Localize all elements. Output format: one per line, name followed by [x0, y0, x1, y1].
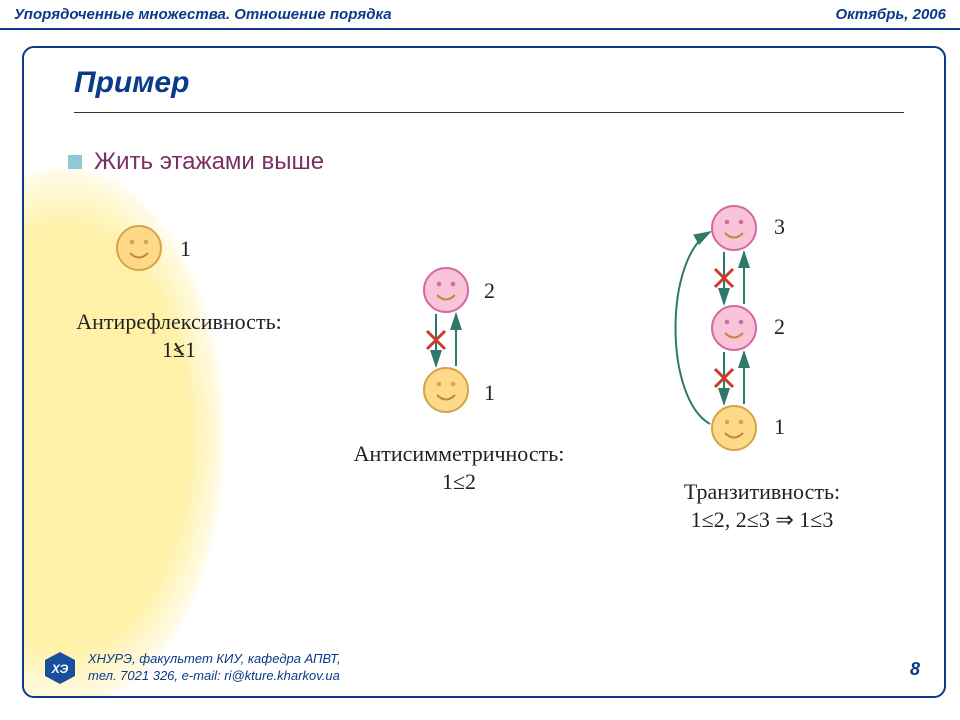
header-left: Упорядоченные множества. Отношение поряд…: [14, 6, 392, 23]
footer-line1: ХНУРЭ, факультет КИУ, кафедра АПВТ,: [88, 651, 341, 668]
antisym-line1: Антисимметричность:: [329, 440, 589, 468]
antisym-caption: Антисимметричность: 1≤2: [329, 440, 589, 495]
slide-title: Пример: [74, 66, 189, 100]
logo-icon: ХЭ: [42, 650, 78, 686]
antireflex-line2: 1≤1: [64, 336, 294, 364]
footer-text: ХНУРЭ, факультет КИУ, кафедра АПВТ, тел.…: [88, 651, 341, 685]
antireflex-caption: Антирефлексивность: 1≤1: [64, 308, 294, 363]
trans-label-1: 1: [774, 414, 785, 440]
trans-label-3: 3: [774, 214, 785, 240]
trans-line2: 1≤2, 2≤3 ⇒ 1≤3: [632, 506, 892, 534]
page-number: 8: [910, 659, 920, 680]
header-bar: Упорядоченные множества. Отношение поряд…: [0, 0, 960, 28]
antisym-line2: 1≤2: [329, 468, 589, 496]
header-right: Октябрь, 2006: [835, 6, 946, 23]
footer: ХЭ ХНУРЭ, факультет КИУ, кафедра АПВТ, т…: [42, 650, 341, 686]
svg-text:ХЭ: ХЭ: [51, 662, 69, 676]
trans-line1: Транзитивность:: [632, 478, 892, 506]
trans-label-2: 2: [774, 314, 785, 340]
title-underline: [74, 112, 904, 113]
bullet-square-icon: [68, 155, 82, 169]
antisym-top-label: 2: [484, 278, 495, 304]
footer-line2: тел. 7021 326, e-mail: ri@kture.kharkov.…: [88, 668, 341, 685]
diagram: [24, 168, 944, 688]
trans-caption: Транзитивность: 1≤2, 2≤3 ⇒ 1≤3: [632, 478, 892, 533]
antireflex-node-label: 1: [180, 236, 191, 262]
antisym-bottom-label: 1: [484, 380, 495, 406]
header-underline: [0, 28, 960, 30]
slide-card: Пример Жить этажами выше Антирефлексивно…: [22, 46, 946, 698]
antireflex-line1: Антирефлексивность:: [64, 308, 294, 336]
